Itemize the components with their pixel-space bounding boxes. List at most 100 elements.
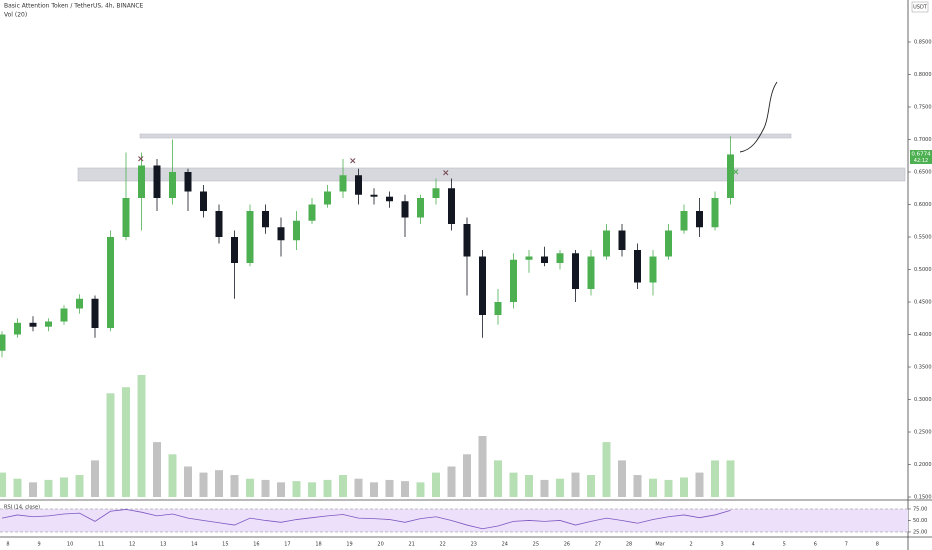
- candle-body: [587, 256, 595, 290]
- marker: ×: [442, 169, 450, 179]
- y-tick-label: 0.4000: [914, 332, 932, 338]
- volume-bar: [370, 482, 378, 497]
- y-tick-label: 0.3500: [914, 365, 932, 371]
- marker: ×: [137, 155, 145, 165]
- candle-body: [386, 196, 393, 202]
- x-tick-label: 27: [595, 542, 601, 548]
- candle-body: [14, 322, 21, 335]
- x-tick-label: 20: [377, 542, 383, 548]
- y-tick-label: 0.2000: [914, 462, 932, 468]
- currency: USDT: [913, 5, 928, 11]
- x-tick-label: 16: [253, 542, 259, 548]
- x-tick-label: 15: [222, 542, 228, 548]
- y-tick-label: 0.5000: [914, 267, 932, 273]
- candle-body: [153, 165, 161, 198]
- volume-label: Vol (20): [4, 12, 27, 19]
- x-tick-label: 24: [502, 542, 508, 548]
- candle-body: [0, 334, 6, 351]
- candle-body: [432, 188, 440, 198]
- x-tick-label: 6: [814, 542, 817, 548]
- y-tick-label: 0.2500: [914, 430, 932, 436]
- candle-body: [215, 210, 223, 237]
- candle-body: [572, 253, 579, 290]
- y-tick-label: 0.5500: [914, 234, 932, 240]
- x-tick-label: 19: [346, 542, 352, 548]
- candle-body: [138, 165, 145, 198]
- volume-bar: [168, 454, 177, 497]
- currency-box: [911, 1, 929, 13]
- volume-bar: [339, 475, 347, 497]
- y-tick-label: 0.6000: [914, 202, 932, 208]
- candle-body: [277, 227, 285, 241]
- last-price: 0.6774: [911, 152, 931, 158]
- volume-bar: [277, 482, 285, 497]
- volume-bar: [432, 472, 440, 497]
- candle-body: [169, 171, 176, 198]
- volume-bar: [44, 479, 53, 497]
- candle-body: [246, 210, 254, 264]
- volume-bar: [680, 477, 688, 497]
- x-tick-label: 7: [845, 542, 848, 548]
- volume-bar: [726, 460, 735, 497]
- candle-body: [231, 236, 238, 264]
- candle-body: [293, 220, 300, 241]
- volume-bar: [354, 478, 363, 497]
- volume-bar: [246, 478, 254, 497]
- x-tick-label: 2: [690, 542, 693, 548]
- volume-bar: [509, 472, 518, 497]
- candle-body: [324, 191, 331, 205]
- volume-bar: [447, 466, 456, 497]
- x-tick-label: 8: [876, 542, 879, 548]
- y-tick-label: 0.8500: [914, 39, 932, 45]
- x-tick-label: 13: [160, 542, 166, 548]
- x-tick-label: 11: [98, 542, 104, 548]
- candle-body: [463, 223, 471, 257]
- volume-bar: [13, 478, 22, 497]
- x-tick-label: 8: [6, 542, 9, 548]
- volume-bar: [60, 477, 68, 497]
- x-tick-label: 3: [721, 542, 724, 548]
- volume-bar: [571, 472, 580, 497]
- volume-bar: [478, 436, 487, 497]
- candle-body: [262, 210, 269, 228]
- candle-body: [494, 302, 502, 316]
- volume-bar: [199, 472, 208, 497]
- candle-body: [479, 256, 486, 316]
- rsi-tick-label: 50.00: [913, 518, 927, 524]
- candle-body: [200, 191, 207, 211]
- chart-title: Basic Attention Token / TetherUS, 4h, BI…: [4, 3, 144, 10]
- candle-body: [510, 259, 517, 303]
- volume-bar: [323, 479, 332, 497]
- volume-bar: [0, 472, 6, 497]
- x-tick-label: 25: [533, 542, 539, 548]
- volume-bar: [401, 481, 409, 497]
- candle-body: [60, 308, 68, 322]
- x-tick-label: 22: [440, 542, 446, 548]
- y-tick-label: 0.6500: [914, 169, 932, 175]
- candle-body: [727, 154, 734, 198]
- candle-body: [91, 298, 99, 329]
- x-tick-label: 23: [471, 542, 477, 548]
- candle-body: [107, 236, 114, 329]
- candle-body: [556, 253, 564, 264]
- support-zone: [77, 167, 906, 182]
- y-tick-label: 0.8000: [914, 72, 932, 78]
- countdown: 42:12: [914, 158, 928, 164]
- candle-body: [541, 256, 548, 264]
- rsi-tick-label: 75.00: [913, 506, 927, 512]
- x-tick-label: 12: [129, 542, 135, 548]
- volume-bar: [106, 393, 115, 497]
- volume-bar: [91, 460, 99, 497]
- candle-body: [618, 230, 626, 250]
- volume-bar: [385, 479, 394, 497]
- y-tick-label: 0.4500: [914, 300, 932, 306]
- candle-body: [448, 188, 455, 224]
- candle-body: [45, 321, 52, 327]
- volume-bar: [29, 482, 37, 497]
- candle-body: [603, 230, 610, 257]
- volume-bar: [122, 387, 130, 497]
- candle-body: [401, 201, 409, 218]
- volume-bar: [602, 442, 611, 497]
- volume-bar: [664, 479, 673, 497]
- candle-body: [417, 197, 424, 218]
